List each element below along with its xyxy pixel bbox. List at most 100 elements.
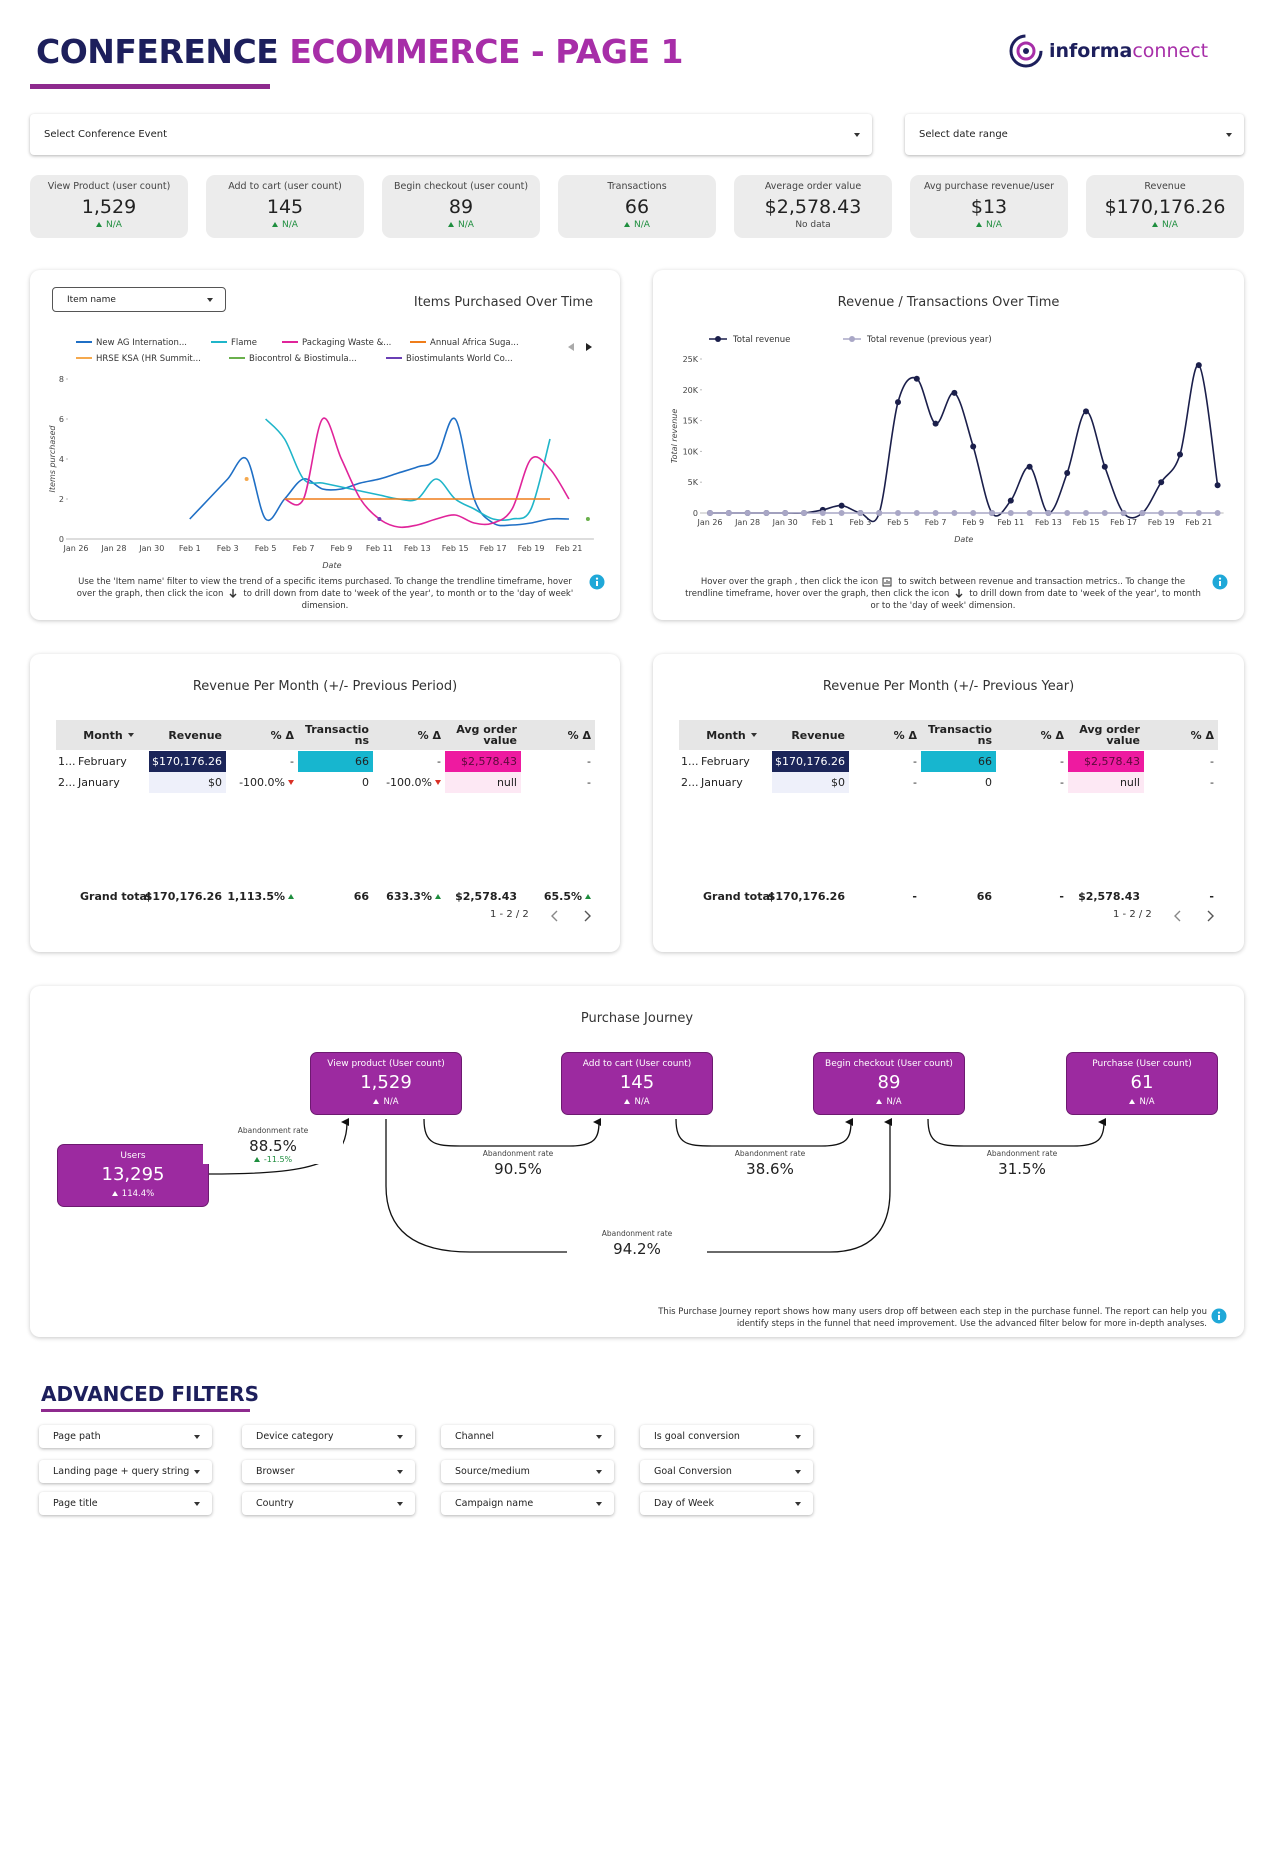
trend-arrow [1152,222,1159,227]
prev-page[interactable] [551,910,558,922]
caret [397,1501,403,1506]
next-page[interactable] [584,910,591,922]
legend-dot [715,336,721,342]
table-cell: - [1144,751,1218,772]
info-icon [1212,574,1228,590]
kpi-card: Add to cart (user count) 145 N/A [206,175,364,238]
cell-text: $2,578.43 [1078,889,1140,903]
total-cell: 633.3% [373,886,445,906]
legend-next[interactable] [586,343,592,351]
filter-label: Browser [256,1466,295,1477]
filter-dropdown[interactable]: Device category [242,1425,415,1448]
y-tick-label: 10K [683,447,699,456]
kpi-value: 145 [266,196,304,218]
table-cell: $170,176.26 [772,751,849,772]
y-tick-label: 5K [688,478,699,487]
info-glyph [595,577,599,580]
total-cell: - [996,886,1068,906]
header-text: % Δ [1040,728,1064,742]
filter-label: Page path [53,1431,101,1442]
kpi-value: $13 [970,196,1008,218]
data-point [819,510,826,516]
filter-dropdown[interactable]: Landing page + query string [39,1460,212,1483]
kpi-label: Add to cart (user count) [228,181,342,192]
cell-text: - [912,889,917,903]
cell-text: - [1059,889,1064,903]
logo-text: informa [1049,40,1133,62]
caret [1226,132,1232,137]
data-point [913,510,920,516]
kpi-change-row: N/A [558,220,716,230]
note-line: identify steps in the funnel that need i… [736,1319,1207,1329]
x-tick-label: Feb 13 [404,544,431,553]
section-underline [41,1409,250,1412]
legend-label: Total revenue (previous year) [866,335,992,345]
filter-dropdown[interactable]: Country [242,1492,415,1515]
icon-glyph [229,589,237,598]
trend-arrow [253,1157,260,1162]
filter-label: Source/medium [455,1466,530,1477]
y-tick-label: 2 [59,495,64,504]
filter-dropdown[interactable]: Is goal conversion [640,1425,813,1448]
kpi-change-row: N/A [1086,220,1244,230]
next-page[interactable] [1207,910,1214,922]
series-line [265,418,551,522]
legend-label: Flame [231,338,257,348]
table-cell: January [74,772,149,793]
x-tick-label: Jan 28 [734,518,760,527]
caret [795,1501,801,1506]
filter-label: Goal Conversion [654,1466,732,1477]
info-glyph [1218,577,1222,580]
filter-dropdown[interactable]: Browser [242,1460,415,1483]
data-point [744,510,751,516]
filter-dropdown[interactable]: Goal Conversion [640,1460,813,1483]
data-point [377,517,382,521]
cell-text: $0 [208,776,222,789]
icon-glyph [884,580,890,584]
y-axis-title: Items purchased [48,425,57,493]
filter-label: Campaign name [455,1498,534,1509]
filter-dropdown[interactable]: Campaign name [441,1492,614,1515]
rate-label: Abandonment rate [237,1126,309,1135]
kpi-change-row: No data [734,220,892,230]
cell-text: February [78,755,127,768]
table-title: Revenue Per Month (+/- Previous Year) [822,679,1075,694]
column-header: Transactions [298,720,373,750]
filter-dropdown[interactable]: Source/medium [441,1460,614,1483]
prev-page[interactable] [1174,910,1181,922]
table-cell: 66 [298,751,373,772]
flow-arrow [680,1118,892,1253]
kpi-label: View Product (user count) [47,181,171,192]
pager [551,910,591,922]
kpi-label: Revenue [1144,181,1186,192]
step-label: Purchase (User count) [1092,1059,1192,1069]
filter-dropdown[interactable]: Page title [39,1492,212,1515]
step-change-row: 114.4% [58,1189,208,1199]
data-point [1214,482,1221,489]
series-line [284,417,570,529]
total-label: Grand total [703,889,774,903]
data-point [1007,510,1014,516]
caret [854,132,860,137]
title-part: ECOMMERCE - PAGE 1 [289,32,683,71]
filter-label: Item name [67,294,116,305]
filter-dropdown[interactable]: Page path [39,1425,212,1448]
legend-prev[interactable] [568,343,574,351]
filter-dropdown[interactable]: Day of Week [640,1492,813,1515]
date-selector[interactable]: Select date range [905,114,1244,155]
data-point [1007,497,1014,504]
event-selector[interactable]: Select Conference Event [30,114,872,155]
caret [795,1434,801,1439]
filter-dropdown[interactable]: Channel [441,1425,614,1448]
total-cell: $170,176.26 [145,886,226,906]
journey-arrows [208,1118,1107,1253]
item-filter[interactable]: Item name [52,287,226,312]
table-cell: - [996,751,1068,772]
trend-arrow [373,1099,380,1104]
legend-dot [849,336,855,342]
column-header: % Δ [226,720,298,750]
total-cell: 66 [298,886,373,906]
flow-arrow [423,1118,602,1147]
kpi-label: Begin checkout (user count) [393,181,529,192]
caret [596,1434,602,1439]
